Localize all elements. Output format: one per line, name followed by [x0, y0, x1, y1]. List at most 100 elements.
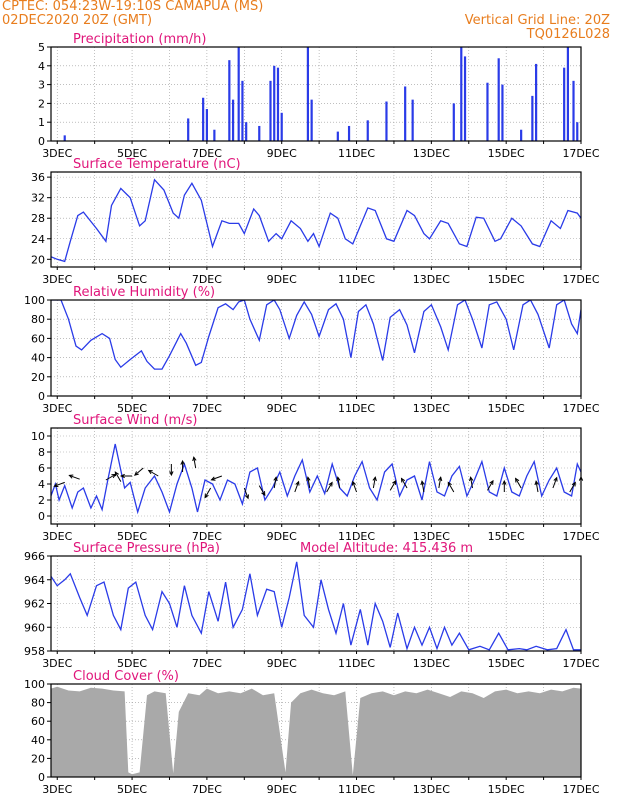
precip-xtick-label: 9DEC — [267, 147, 297, 160]
panel-precip: 0 1 2 3 4 5 3DEC 5DEC 7DEC 9DEC 11DEC 13DEC 15DEC 17D… — [38, 32, 600, 160]
rh-line — [51, 300, 581, 370]
temp-line — [51, 178, 581, 263]
wind-arrow-head — [489, 479, 494, 485]
cloud-xtick-label: 15DEC — [488, 783, 525, 796]
wind-arrow-head — [502, 479, 507, 485]
cloud-ytick-label: 60 — [31, 715, 45, 728]
rh-xtick-label: 13DEC — [413, 402, 450, 415]
precip-xtick-label: 7DEC — [192, 147, 222, 160]
precip-bar — [566, 47, 570, 141]
wind-arrow-head — [553, 476, 558, 482]
wind-line — [51, 443, 581, 515]
wind-arrow — [552, 476, 558, 489]
pres-title: Surface Pressure (hPa) — [73, 541, 220, 556]
cloud-ytick-label: 0 — [38, 771, 45, 784]
wind-arrow-shaft — [114, 471, 122, 482]
wind-arrow — [515, 477, 522, 489]
cloud-xtick-label: 9DEC — [267, 783, 297, 796]
wind-arrow-shaft — [401, 478, 408, 489]
rh-plot-area — [51, 300, 581, 396]
wind-arrow-head — [351, 480, 356, 486]
wind-arrow-shaft — [421, 481, 425, 493]
wind-arrow-shaft — [552, 477, 558, 489]
wind-xtick-label: 13DEC — [413, 530, 450, 543]
wind-arrow — [192, 456, 197, 469]
temp-xtick-label: 7DEC — [192, 273, 222, 286]
temp-xtick-label: 13DEC — [413, 273, 450, 286]
wind-arrow — [134, 467, 144, 476]
cloud-ytick-label: 100 — [24, 678, 45, 691]
precip-bar — [63, 135, 66, 141]
precip-bar — [501, 84, 504, 141]
precip-bar — [460, 47, 463, 141]
temp-xtick-label: 3DEC — [42, 273, 72, 286]
wind-ytick-label: 6 — [38, 462, 45, 475]
pres-line — [51, 561, 581, 651]
pres-xtick-label: 13DEC — [413, 657, 450, 670]
panel-rh: 0 20 40 60 80 100 3DEC 5DEC 7DEC 9DEC 11DEC 13DEC 15… — [24, 285, 600, 415]
precip-ytick-label: 4 — [38, 60, 45, 73]
temp-ytick-label: 20 — [31, 253, 45, 266]
wind-arrow — [169, 464, 174, 477]
pres-annotation: Model Altitude: 415.436 m — [300, 541, 473, 556]
precip-bar — [531, 95, 534, 141]
panel-wind: 0 2 4 6 8 10 3DEC 5DEC 7DEC 9DEC 11DEC 13DEC 15DEC 17… — [31, 413, 600, 543]
wind-arrow-head — [515, 477, 520, 483]
cloud-xtick-label: 11DEC — [338, 783, 375, 796]
cloud-xtick-label: 13DEC — [413, 783, 450, 796]
wind-arrow — [420, 480, 425, 493]
wind-arrow — [243, 487, 249, 500]
precip-bar — [310, 99, 313, 141]
precip-xtick-label: 11DEC — [338, 147, 375, 160]
precip-bar — [535, 63, 538, 141]
wind-arrow-head — [534, 480, 539, 486]
precip-bar — [336, 131, 339, 141]
cloud-frame — [50, 683, 582, 778]
precip-bar — [237, 47, 240, 141]
wind-arrow-shaft — [337, 477, 341, 489]
wind-xtick-label: 9DEC — [267, 530, 297, 543]
wind-arrow-head — [134, 471, 139, 476]
precip-bar — [202, 97, 205, 141]
rh-ytick-label: 40 — [31, 352, 45, 365]
temp-xtick-label: 9DEC — [267, 273, 297, 286]
wind-arrow-head — [204, 493, 209, 499]
precip-bar — [280, 112, 283, 141]
wind-xtick-label: 11DEC — [338, 530, 375, 543]
wind-arrow-shaft — [148, 470, 159, 477]
wind-xtick-label: 5DEC — [117, 530, 147, 543]
wind-arrow-shaft — [447, 482, 455, 493]
wind-arrow-shaft — [326, 482, 333, 493]
wind-arrow-shaft — [515, 478, 522, 489]
precip-bar — [563, 67, 566, 141]
wind-arrow — [502, 479, 507, 492]
precip-bar — [276, 67, 280, 141]
wind-arrow — [204, 487, 212, 499]
wind-arrow-head — [169, 471, 174, 477]
wind-arrow — [147, 469, 159, 477]
precip-ytick-label: 1 — [38, 116, 45, 129]
wind-arrow-shaft — [258, 485, 266, 496]
wind-ytick-label: 4 — [38, 478, 45, 491]
wind-arrow-head — [244, 494, 249, 500]
temp-xtick-label: 15DEC — [488, 273, 525, 286]
wind-arrow-shaft — [438, 477, 442, 489]
temp-title: Surface Temperature (nC) — [73, 157, 241, 172]
wind-arrow-head — [571, 481, 576, 487]
wind-arrow-shaft — [193, 457, 197, 469]
wind-arrow-head — [147, 469, 153, 475]
temp-xtick-label: 5DEC — [117, 273, 147, 286]
pres-xtick-label: 3DEC — [42, 657, 72, 670]
wind-title: Surface Wind (m/s) — [73, 413, 197, 428]
precip-xtick-label: 15DEC — [488, 147, 525, 160]
wind-arrow — [273, 476, 278, 489]
wind-arrow-head — [400, 477, 406, 483]
wind-arrow-shaft — [372, 477, 376, 489]
wind-arrow-head — [420, 480, 425, 486]
wind-arrow-shaft — [294, 481, 300, 493]
rh-ytick-label: 60 — [31, 332, 45, 345]
pres-xtick-label: 7DEC — [192, 657, 222, 670]
precip-bar — [258, 125, 261, 141]
rh-xtick-label: 3DEC — [42, 402, 72, 415]
precip-frame — [50, 46, 582, 142]
